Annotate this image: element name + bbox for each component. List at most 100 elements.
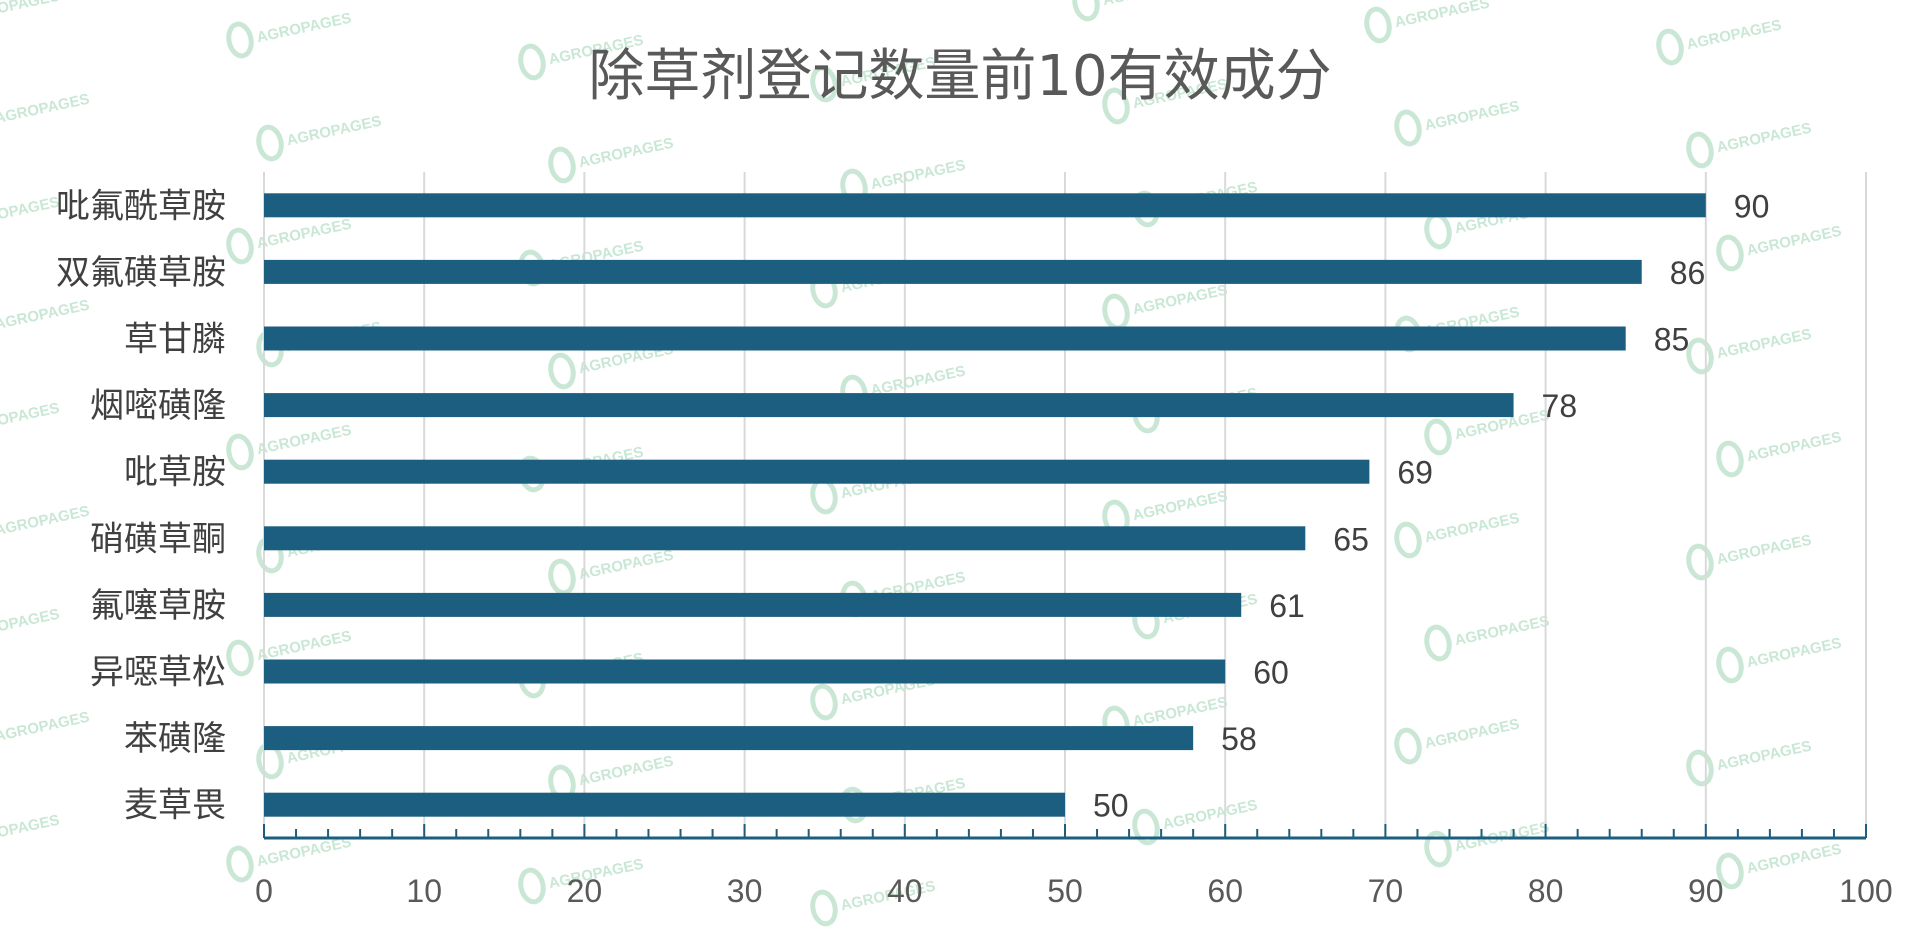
agropages-watermark: AGROPAGES <box>0 709 91 746</box>
agropages-logo-icon <box>1424 830 1452 868</box>
agropages-watermark: AGROPAGES <box>0 606 61 643</box>
agropages-watermark: AGROPAGES <box>1686 120 1813 169</box>
category-label: 双氟磺草胺 <box>56 253 226 293</box>
watermark-text: AGROPAGES <box>0 194 61 231</box>
x-tick-label: 10 <box>406 873 442 909</box>
bar <box>264 792 1065 817</box>
agropages-watermark: AGROPAGES <box>0 194 61 231</box>
agropages-logo-icon <box>1716 440 1744 478</box>
watermark-text: AGROPAGES <box>0 709 91 746</box>
agropages-watermark: AGROPAGES <box>548 135 675 184</box>
agropages-logo-icon <box>810 65 838 103</box>
agropages-logo-icon <box>1394 109 1422 147</box>
data-label: 50 <box>1093 788 1129 824</box>
watermark-text: AGROPAGES <box>1131 694 1229 731</box>
watermark-text: AGROPAGES <box>255 628 353 665</box>
agropages-watermark: AGROPAGES <box>226 834 353 883</box>
agropages-logo-icon <box>226 845 254 883</box>
bar <box>264 526 1306 551</box>
watermark-text: AGROPAGES <box>0 503 91 540</box>
agropages-logo-icon <box>548 146 576 184</box>
data-label: 60 <box>1253 655 1289 691</box>
data-label: 65 <box>1333 521 1369 557</box>
agropages-logo-icon <box>548 352 576 390</box>
agropages-logo-icon <box>1686 543 1714 581</box>
bar <box>264 259 1642 284</box>
agropages-logo-icon <box>226 21 254 59</box>
x-tick-label: 30 <box>727 873 763 909</box>
watermark-text: AGROPAGES <box>1161 797 1259 834</box>
agropages-logo-icon <box>1716 852 1744 890</box>
agropages-logo-icon <box>1716 646 1744 684</box>
agropages-logo-icon <box>226 639 254 677</box>
watermark-text: AGROPAGES <box>577 135 675 172</box>
agropages-logo-icon <box>1102 293 1130 331</box>
agropages-watermark: AGROPAGES <box>1132 797 1259 846</box>
agropages-logo-icon <box>1102 87 1130 125</box>
agropages-watermark: AGROPAGES <box>1394 716 1521 765</box>
data-label: 85 <box>1654 322 1690 358</box>
watermark-text: AGROPAGES <box>255 422 353 459</box>
watermark-text: AGROPAGES <box>1745 429 1843 466</box>
agropages-logo-icon <box>1656 28 1684 66</box>
agropages-logo-icon <box>226 227 254 265</box>
agropages-watermark: AGROPAGES <box>0 400 61 437</box>
x-tick-label: 70 <box>1368 873 1404 909</box>
agropages-watermark: AGROPAGES <box>1656 17 1783 66</box>
x-tick-label: 90 <box>1688 873 1724 909</box>
category-label: 异噁草松 <box>90 653 226 693</box>
agropages-watermark: AGROPAGES <box>1394 98 1521 147</box>
agropages-watermark: AGROPAGES <box>0 0 61 24</box>
agropages-watermark: AGROPAGES <box>1716 429 1843 478</box>
agropages-logo-icon <box>226 433 254 471</box>
agropages-logo-icon <box>1132 808 1160 846</box>
data-label: 58 <box>1221 721 1257 757</box>
data-label: 78 <box>1542 388 1578 424</box>
x-tick-label: 60 <box>1207 873 1243 909</box>
watermark-text: AGROPAGES <box>255 10 353 47</box>
agropages-watermark: AGROPAGES <box>226 10 353 59</box>
agropages-logo-icon <box>810 889 838 927</box>
watermark-text: AGROPAGES <box>0 812 61 849</box>
agropages-logo-icon <box>1424 624 1452 662</box>
category-label: 氟噻草胺 <box>90 586 226 626</box>
agropages-logo-icon <box>256 124 284 162</box>
watermark-text: AGROPAGES <box>1131 488 1229 525</box>
watermark-text: AGROPAGES <box>0 297 91 334</box>
agropages-logo-icon <box>1424 418 1452 456</box>
category-label: 烟嘧磺隆 <box>90 386 226 426</box>
x-tick-label: 80 <box>1528 873 1564 909</box>
watermark-text: AGROPAGES <box>1745 635 1843 672</box>
agropages-watermark: AGROPAGES <box>1364 0 1491 44</box>
category-label: 麦草畏 <box>124 786 226 826</box>
agropages-logo-icon <box>1394 727 1422 765</box>
watermark-text: AGROPAGES <box>577 753 675 790</box>
agropages-logo-icon <box>518 867 546 905</box>
agropages-logo-icon <box>548 558 576 596</box>
watermark-text: AGROPAGES <box>1423 716 1521 753</box>
x-axis <box>263 824 1867 840</box>
agropages-logo-icon <box>1686 749 1714 787</box>
agropages-watermark: AGROPAGES <box>0 297 91 334</box>
x-tick-label: 20 <box>567 873 603 909</box>
watermark-text: AGROPAGES <box>1685 17 1783 54</box>
agropages-watermark: AGROPAGES <box>0 91 91 128</box>
watermark-text: AGROPAGES <box>0 400 61 437</box>
watermark-text: AGROPAGES <box>1423 98 1521 135</box>
category-label: 硝磺草酮 <box>90 519 226 559</box>
bar <box>264 326 1626 351</box>
x-tick-label: 0 <box>255 873 273 909</box>
chart-title: 除草剂登记数量前10有效成分 <box>588 44 1331 109</box>
agropages-logo-icon <box>1424 212 1452 250</box>
watermark-text: AGROPAGES <box>1101 0 1199 9</box>
data-label: 69 <box>1397 455 1433 491</box>
agropages-logo-icon <box>810 683 838 721</box>
data-label: 86 <box>1670 255 1706 291</box>
x-tick-label: 40 <box>887 873 923 909</box>
agropages-logo-icon <box>1686 337 1714 375</box>
watermark-text: AGROPAGES <box>1715 738 1813 775</box>
category-label: 草甘膦 <box>124 320 226 360</box>
watermark-text: AGROPAGES <box>1423 510 1521 547</box>
agropages-watermark: AGROPAGES <box>1716 635 1843 684</box>
